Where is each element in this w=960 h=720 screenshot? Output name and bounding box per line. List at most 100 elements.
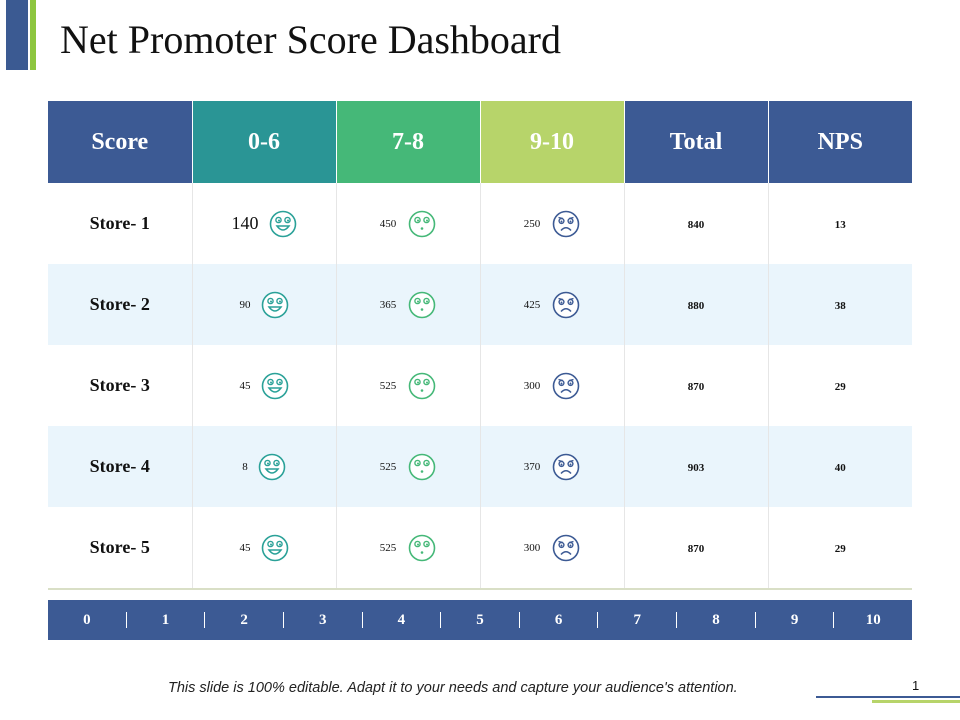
- total-value: 880: [687, 299, 705, 312]
- range-0-6-value: 45: [239, 541, 251, 554]
- header-range-7-8: 7-8: [336, 101, 481, 183]
- neutral-face-icon: [408, 210, 436, 238]
- table-header-row: Score 0-6 7-8 9-10 Total NPS: [48, 101, 912, 183]
- nps-value: 29: [834, 542, 846, 555]
- nps-value: 38: [834, 299, 846, 312]
- total-cell: 870: [624, 345, 769, 426]
- range-0-6-value: 8: [242, 460, 248, 473]
- neutral-face-icon: [408, 534, 436, 562]
- range-0-6-value: 45: [239, 379, 251, 392]
- nps-cell: 38: [768, 264, 912, 345]
- scale-separator: [754, 612, 756, 628]
- store-name-cell: Store- 3: [48, 345, 193, 426]
- header-score: Score: [48, 101, 193, 183]
- score-scale-bar: 0 1 2 3 4 5 6 7 8 9 10: [48, 600, 912, 640]
- scale-tick-label: 4: [397, 611, 406, 628]
- smiley-face-icon: [258, 453, 286, 481]
- total-value: 903: [687, 461, 705, 474]
- scale-separator: [282, 612, 284, 628]
- total-value: 870: [687, 380, 705, 393]
- store-name-cell: Store- 1: [48, 183, 193, 264]
- nps-value: 40: [834, 461, 846, 474]
- scale-separator: [518, 612, 520, 628]
- store-name: Store- 4: [89, 456, 150, 476]
- scale-separator: [361, 612, 363, 628]
- footer-line-blue: [816, 696, 960, 698]
- nps-cell: 13: [768, 183, 912, 264]
- sad-face-icon: [552, 210, 580, 238]
- sad-face-icon: [552, 291, 580, 319]
- range-9-10-cell: 370: [480, 426, 625, 507]
- scale-tick-label: 5: [476, 611, 484, 628]
- total-cell: 870: [624, 507, 769, 590]
- scale-tick-label: 10: [865, 611, 881, 628]
- table-row: Store- 1 140 450 250 840 13: [48, 183, 912, 264]
- scale-separator: [440, 612, 442, 628]
- table-row: Store- 2 90 365 425 880 38: [48, 264, 912, 345]
- header-range-0-6: 0-6: [192, 101, 337, 183]
- range-9-10-value: 370: [523, 460, 541, 473]
- range-9-10-value: 300: [523, 379, 541, 392]
- scale-separator: [125, 612, 127, 628]
- scale-separator: [204, 612, 206, 628]
- scale-tick-label: 0: [83, 611, 91, 628]
- smiley-face-icon: [261, 534, 289, 562]
- range-7-8-value: 525: [379, 541, 397, 554]
- nps-cell: 29: [768, 507, 912, 590]
- range-0-6-cell: 8: [192, 426, 337, 507]
- scale-separator: [676, 612, 678, 628]
- page-number: 1: [912, 678, 920, 693]
- store-name: Store- 2: [89, 294, 150, 314]
- total-cell: 880: [624, 264, 769, 345]
- total-cell: 903: [624, 426, 769, 507]
- header-total: Total: [624, 101, 769, 183]
- total-value: 870: [687, 542, 705, 555]
- scale-tick-label: 6: [554, 611, 563, 628]
- range-7-8-cell: 365: [336, 264, 481, 345]
- scale-tick-label: 8: [712, 611, 720, 628]
- nps-value: 29: [834, 380, 846, 393]
- range-7-8-cell: 450: [336, 183, 481, 264]
- scale-tick-label: 9: [790, 611, 799, 628]
- range-0-6-cell: 45: [192, 345, 337, 426]
- range-9-10-value: 300: [523, 541, 541, 554]
- sad-face-icon: [552, 372, 580, 400]
- smiley-face-icon: [261, 291, 289, 319]
- table-row: Store- 4 8 525 370 903 40: [48, 426, 912, 507]
- sad-face-icon: [552, 534, 580, 562]
- range-7-8-cell: 525: [336, 345, 481, 426]
- header-nps: NPS: [768, 101, 912, 183]
- range-0-6-value: 90: [239, 298, 251, 311]
- total-value: 840: [687, 218, 705, 231]
- nps-cell: 40: [768, 426, 912, 507]
- store-name: Store- 1: [89, 213, 150, 233]
- table-row: Store- 3 45 525 300 870 29: [48, 345, 912, 426]
- range-0-6-value: 140: [231, 213, 259, 233]
- store-name: Store- 3: [89, 375, 150, 395]
- nps-value: 13: [834, 218, 846, 231]
- header-range-9-10: 9-10: [480, 101, 625, 183]
- sad-face-icon: [552, 453, 580, 481]
- range-9-10-cell: 300: [480, 507, 625, 590]
- range-0-6-cell: 90: [192, 264, 337, 345]
- table-row: Store- 5 45 525 300 870 29: [48, 507, 912, 590]
- range-9-10-cell: 425: [480, 264, 625, 345]
- scale-tick-label: 7: [633, 611, 642, 628]
- scale-tick-label: 2: [240, 611, 248, 628]
- nps-table: Score 0-6 7-8 9-10 Total NPS Store- 1 140…: [48, 101, 912, 590]
- store-name: Store- 5: [89, 537, 150, 557]
- range-7-8-value: 525: [379, 379, 397, 392]
- range-9-10-cell: 250: [480, 183, 625, 264]
- store-name-cell: Store- 2: [48, 264, 193, 345]
- range-9-10-value: 425: [523, 298, 541, 311]
- accent-bar-green: [30, 0, 36, 70]
- accent-bar-blue: [6, 0, 28, 70]
- nps-cell: 29: [768, 345, 912, 426]
- smiley-face-icon: [269, 210, 297, 238]
- range-9-10-value: 250: [523, 217, 541, 230]
- footer-line-green: [872, 700, 960, 703]
- range-7-8-cell: 525: [336, 426, 481, 507]
- total-cell: 840: [624, 183, 769, 264]
- range-7-8-value: 525: [379, 460, 397, 473]
- neutral-face-icon: [408, 372, 436, 400]
